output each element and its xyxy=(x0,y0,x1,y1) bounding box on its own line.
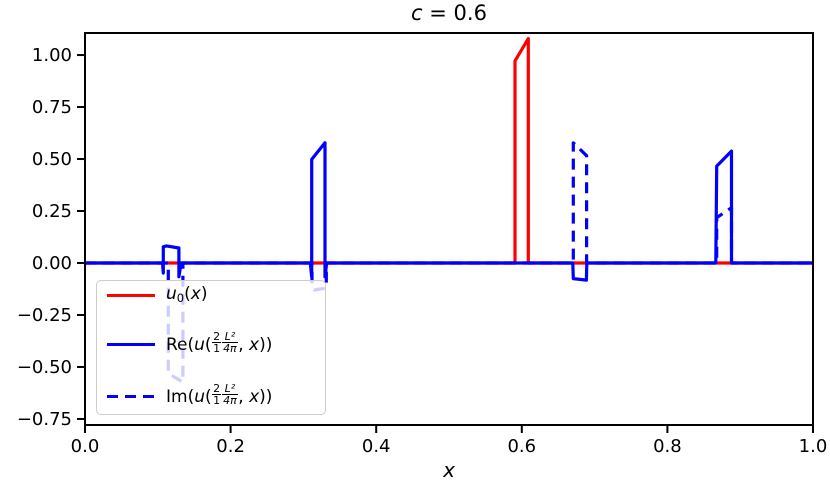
legend-label-u0: u0(x) xyxy=(166,286,207,304)
math-variable: x xyxy=(190,284,201,304)
fraction: L² 4π xyxy=(222,381,238,408)
legend-sample-re-solid-line xyxy=(107,343,155,347)
title-variable: c xyxy=(411,1,423,25)
legend-sample-u0-solid-line xyxy=(107,293,155,297)
y-tick-label-0: 1.00 xyxy=(32,45,72,66)
fraction: L² 4π xyxy=(222,329,238,356)
y-tick-label-5: −0.25 xyxy=(17,305,72,326)
legend-label-re: Re(u(2 1 L² 4π, x)) xyxy=(166,329,273,357)
y-tick-label-2: 0.50 xyxy=(32,149,72,170)
x-tick-label-1: 0.2 xyxy=(216,436,245,457)
series-line-0 xyxy=(85,36,813,265)
title-rest: = 0.6 xyxy=(422,1,487,25)
legend-item-u0: u0(x) xyxy=(107,286,315,304)
label-text: ( xyxy=(184,284,191,304)
label-text: )) xyxy=(259,386,273,407)
math-variable: u xyxy=(194,334,205,355)
y-tick-label-6: −0.50 xyxy=(17,357,72,378)
math-variable: u xyxy=(194,386,205,407)
math-variable: x xyxy=(249,386,260,407)
label-text: ( xyxy=(204,334,212,355)
label-text: ) xyxy=(200,284,208,304)
subscript: 0 xyxy=(176,290,185,305)
x-axis-label: x xyxy=(443,458,455,482)
x-tick-label-5: 1.0 xyxy=(799,436,828,457)
y-tick-label-1: 0.75 xyxy=(32,97,72,118)
y-tick-label-7: −0.75 xyxy=(17,409,72,430)
x-tick-label-2: 0.4 xyxy=(362,436,391,457)
legend: u0(x) Re(u(2 1 L² 4π, x)) Im(u(2 1 L² 4π, x)) xyxy=(96,280,326,415)
label-text: ( xyxy=(205,386,212,407)
legend-sample-im-dashed-line xyxy=(107,395,155,399)
math-variable: x xyxy=(249,334,260,355)
y-tick-label-4: 0.00 xyxy=(32,253,72,274)
axes-frame xyxy=(84,32,814,426)
label-text: , xyxy=(238,334,249,355)
x-tick-label-3: 0.6 xyxy=(507,436,536,457)
legend-item-im: Im(u(2 1 L² 4π, x)) xyxy=(107,381,315,409)
y-tick-label-3: 0.25 xyxy=(32,201,72,222)
series-line-2 xyxy=(85,141,813,384)
plot-title: c = 0.6 xyxy=(85,1,813,25)
series-line-1 xyxy=(85,141,813,282)
math-variable: u xyxy=(166,284,177,304)
x-tick-label-0: 0.0 xyxy=(71,436,100,457)
label-text: Im( xyxy=(166,386,195,407)
legend-label-im: Im(u(2 1 L² 4π, x)) xyxy=(166,381,273,409)
label-text: Re( xyxy=(166,334,195,355)
legend-item-re: Re(u(2 1 L² 4π, x)) xyxy=(107,329,315,357)
label-text: )) xyxy=(259,334,273,355)
x-tick-label-4: 0.8 xyxy=(653,436,682,457)
label-text: , xyxy=(238,386,250,407)
